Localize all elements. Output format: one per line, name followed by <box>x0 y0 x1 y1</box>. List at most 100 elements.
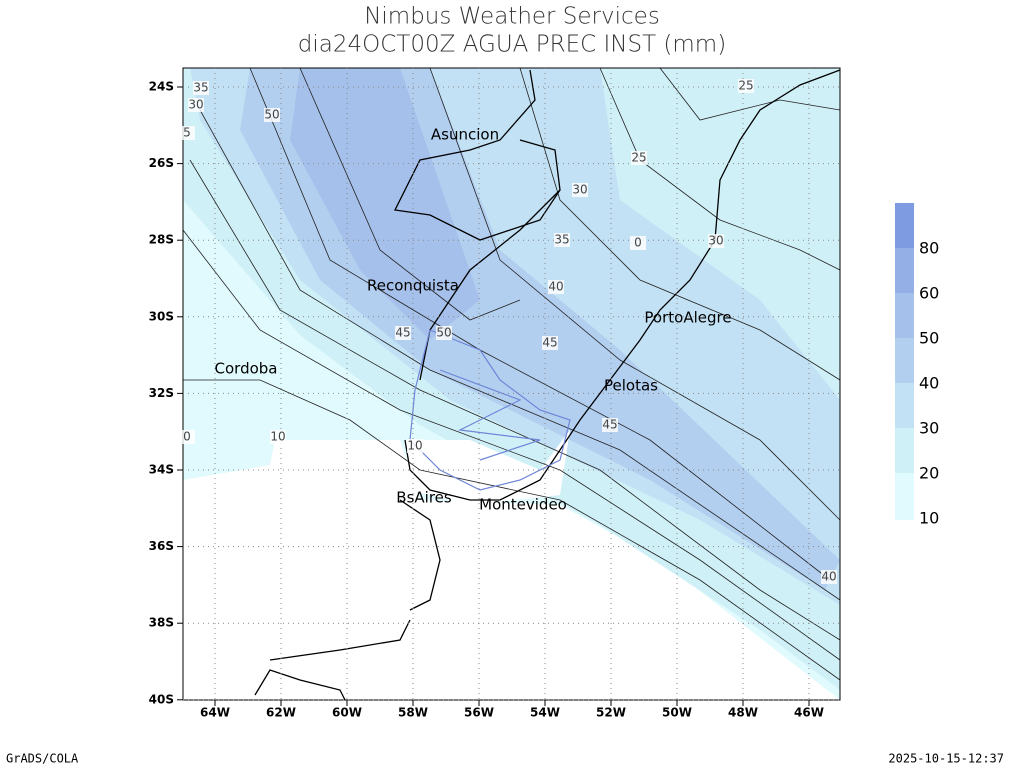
contour <box>519 67 841 381</box>
map-frame <box>182 67 841 701</box>
city-label: Montevideo <box>479 496 567 514</box>
contour-label-bg <box>542 336 558 350</box>
contour-label: 30 <box>188 98 203 112</box>
map <box>182 67 841 701</box>
contour-label: 35 <box>554 233 569 247</box>
title: Nimbus Weather Services <box>364 4 660 30</box>
contour-label: 50 <box>436 326 451 340</box>
colorbar-label: 10 <box>919 509 939 528</box>
border <box>439 369 541 461</box>
contour-label: 40 <box>821 570 836 584</box>
contour <box>429 67 841 521</box>
swatch <box>895 383 914 428</box>
border <box>394 69 561 241</box>
coastline <box>404 69 841 501</box>
contour <box>189 159 841 641</box>
footer-left: GrADS/COLA <box>6 752 79 766</box>
contour-label: 45 <box>602 418 617 432</box>
contour-label-bg <box>179 126 195 140</box>
contour-label: 25 <box>631 151 646 165</box>
city-label: Cordoba <box>215 360 278 378</box>
lon-label: 60W <box>332 706 362 720</box>
contour-label-bg <box>270 430 286 444</box>
contour-label: 40 <box>548 280 563 294</box>
contour-label-bg <box>708 234 724 248</box>
lat-label: 32S <box>149 386 174 400</box>
lat-label: 28S <box>149 233 174 247</box>
border <box>419 189 561 381</box>
colorbar <box>895 203 914 520</box>
contour-label-bg <box>602 418 618 432</box>
contour <box>183 379 841 681</box>
contour <box>182 229 841 661</box>
border <box>409 329 571 491</box>
lat-label: 34S <box>149 463 174 477</box>
colorbar-label: 50 <box>919 329 939 348</box>
swatch <box>895 428 914 473</box>
contour-label: 30 <box>708 234 723 248</box>
contour-label: 45 <box>542 336 557 350</box>
contour-label-bg <box>188 98 204 112</box>
contour-label-bg <box>821 570 837 584</box>
contour-label-bg <box>264 108 280 122</box>
contour-label: 50 <box>264 108 279 122</box>
colorbar-label: 30 <box>919 419 939 438</box>
contour-label-bg <box>630 236 646 250</box>
lat-label: 24S <box>149 80 174 94</box>
contour-label-bg <box>572 183 588 197</box>
city-label: Reconquista <box>367 277 459 295</box>
shade <box>290 68 480 340</box>
contour <box>599 67 841 271</box>
city-label: Asuncion <box>431 126 499 144</box>
contour-label: 5 <box>183 126 191 140</box>
contour-label: 0 <box>183 430 191 444</box>
colorbar-label: 40 <box>919 374 939 393</box>
contour-label-bg <box>548 280 564 294</box>
lon-label: 62W <box>266 706 296 720</box>
lon-label: 56W <box>464 706 494 720</box>
subtitle: dia24OCT00Z AGUA PREC INST (mm) <box>298 32 726 58</box>
lat-label: 26S <box>149 156 174 170</box>
contour-label: 25 <box>738 79 753 93</box>
contour-label: 30 <box>572 183 587 197</box>
swatch <box>895 293 914 338</box>
lat-label: 40S <box>149 692 174 706</box>
coastline <box>399 499 441 611</box>
footer-right: 2025-10-15-12:37 <box>888 752 1004 766</box>
swatch <box>895 473 914 520</box>
contour-label: 35 <box>193 81 208 95</box>
contour-label-bg <box>436 326 452 340</box>
contour-label: 10 <box>270 430 285 444</box>
colorbar-label: 20 <box>919 464 939 483</box>
contour <box>299 67 521 321</box>
lat-label: 38S <box>149 616 174 630</box>
lat-label: 30S <box>149 309 174 323</box>
contour-label-bg <box>554 233 570 247</box>
swatch <box>895 338 914 383</box>
lon-label: 58W <box>398 706 428 720</box>
contour-label-bg <box>738 79 754 93</box>
swatch <box>895 248 914 293</box>
contour-label-bg <box>193 81 209 95</box>
contour-label-bg <box>179 430 195 444</box>
contour <box>659 67 841 121</box>
colorbar-label: 60 <box>919 284 939 303</box>
contour-label-bg <box>407 439 423 453</box>
contour-label: 10 <box>407 439 422 453</box>
city-label: Pelotas <box>604 377 658 395</box>
city-label: BsAires <box>396 489 452 507</box>
lon-label: 48W <box>728 706 758 720</box>
contour-label-bg <box>631 151 647 165</box>
lon-label: 64W <box>200 706 230 720</box>
contour-label: 0 <box>634 236 642 250</box>
lat-label: 36S <box>149 539 174 553</box>
colorbar-label: 80 <box>919 239 939 258</box>
lon-label: 54W <box>530 706 560 720</box>
contour-label: 45 <box>395 326 410 340</box>
swatch <box>895 203 914 248</box>
lon-label: 50W <box>662 706 692 720</box>
contour <box>199 109 841 601</box>
coastline <box>254 669 346 701</box>
contour-label-bg <box>395 326 411 340</box>
